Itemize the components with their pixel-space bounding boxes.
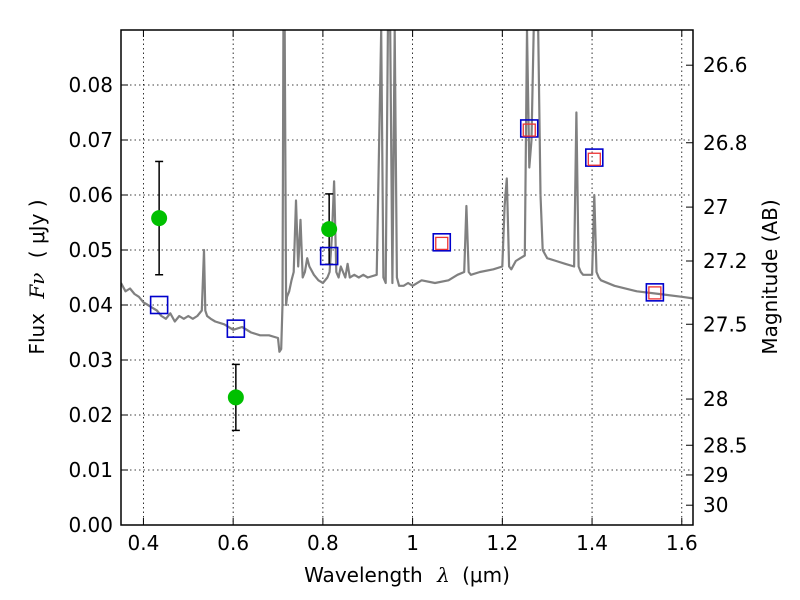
plot-frame [120,29,694,526]
x-tick-label: 1.6 [666,531,698,555]
grid-lines [121,30,693,526]
observed-point [227,389,244,406]
y-tick-label: 0.05 [68,238,113,262]
x-tick-label: 0.6 [217,531,249,555]
axis-ticks: 0.4 0.6 0.8 1 1.2 1.4 1.6 0.00 0.01 0.02 0.03 0.04 0… [68,30,748,555]
model-square-red [587,152,601,166]
x-tick-label: 1 [406,531,419,555]
plot-area-background [121,30,693,525]
x-axis-title: Wavelength λ (μm) [304,563,510,587]
model-square-red [522,123,536,137]
model-square-blue [585,148,604,167]
y-tick-label: 0.03 [68,348,113,372]
y-tick-label: 0.01 [68,458,113,482]
x-tick-label: 1.4 [576,531,608,555]
y-tick-label: 0.02 [68,403,113,427]
model-square-blue [645,283,665,302]
x-axis-title-text: Wavelength [304,563,423,587]
model-square-blue [149,295,169,315]
model-square-blue [226,319,246,338]
x-tick-label: 0.8 [307,531,339,555]
y2-tick-label: 27 [703,195,728,219]
y-tick-label: 0.04 [68,293,113,317]
y2-axis-title: Magnitude (AB) [758,199,782,354]
y2-tick-label: 28 [703,387,728,411]
model-square-blue [519,119,539,138]
observed-point [151,210,168,227]
spectrum-line [121,30,693,353]
y-tick-label: 0.06 [68,183,113,207]
model-square-blue [319,246,339,266]
observed-point [321,221,338,238]
model-square-red [648,286,662,300]
y-axis-title-text: Flux [25,313,49,355]
y2-tick-label: 27.5 [703,312,748,336]
model-square-red [435,236,449,251]
y2-tick-label: 26.8 [703,131,748,155]
y2-tick-label: 30 [703,493,728,517]
x-tick-label: 0.4 [128,531,160,555]
x-axis-unit: (μm) [462,563,510,587]
plot-content [121,30,693,432]
y2-tick-label: 26.6 [703,53,748,77]
y2-tick-label: 29 [703,463,728,487]
y-tick-label: 0.08 [68,73,113,97]
y-axis-symbol: Fν [25,273,49,300]
y-tick-label: 0.07 [68,128,113,152]
y-axis-unit: ( μJy ) [25,199,49,258]
y-tick-label: 0.00 [68,513,113,537]
y2-tick-label: 27.2 [703,249,748,273]
x-tick-label: 1.2 [486,531,518,555]
y2-tick-label: 28.5 [703,433,748,457]
y-axis-title: Flux Fν ( μJy ) [25,199,49,354]
model-square-blue [432,233,452,252]
x-axis-symbol: λ [436,563,450,587]
